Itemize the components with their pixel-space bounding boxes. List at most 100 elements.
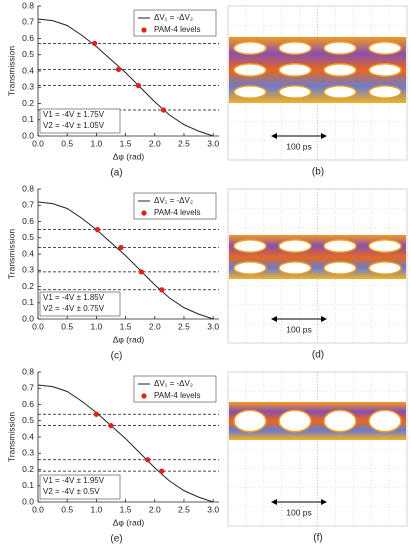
eye-opening xyxy=(278,63,312,77)
x-tick-label: 1.0 xyxy=(90,138,102,148)
annotation-box xyxy=(39,108,121,134)
panel-label: (c) xyxy=(111,351,123,362)
y-axis-label: Transmission xyxy=(6,46,16,96)
annotation: V1 = -4V ± 1.85V xyxy=(43,293,105,302)
x-tick-label: 3.0 xyxy=(207,321,219,331)
x-tick-label: 1.0 xyxy=(90,321,102,331)
annotation: V2 = -4V ± 0.5V xyxy=(43,487,100,496)
y-tick-label: 0.5 xyxy=(22,415,34,425)
y-tick-label: 0.4 xyxy=(22,248,34,258)
y-tick-label: 0.4 xyxy=(22,431,34,441)
eye-opening xyxy=(233,63,267,77)
eye-opening xyxy=(278,239,312,253)
eye-opening xyxy=(323,41,357,55)
level-point xyxy=(92,40,98,46)
level-point xyxy=(94,227,101,233)
x-tick-label: 0.0 xyxy=(32,504,44,514)
y-tick-label: 0.7 xyxy=(22,383,34,393)
curve xyxy=(37,201,214,320)
eye-diagram: 100 ps (b) xyxy=(227,5,408,178)
level-point xyxy=(115,66,122,72)
scale-label: 100 ps xyxy=(286,507,312,517)
panel-label: (d) xyxy=(312,350,324,361)
panel-label: (b) xyxy=(312,167,324,178)
y-tick-label: 0.5 xyxy=(22,49,34,59)
eye-opening xyxy=(233,409,267,433)
scale-label: 100 ps xyxy=(286,141,312,151)
level-point xyxy=(108,423,114,429)
legend-label: ΔV₁ = -ΔV₂ xyxy=(154,379,193,388)
y-tick-label: 0.3 xyxy=(22,265,34,275)
x-tick-label: 2.0 xyxy=(149,138,161,148)
y-tick-label: 0.0 xyxy=(22,313,34,323)
eye-diagram: 100 ps (f) xyxy=(227,371,408,544)
y-tick-label: 0.2 xyxy=(22,98,34,108)
y-axis-label: Transmission xyxy=(6,229,16,279)
x-tick-label: 1.5 xyxy=(120,321,132,331)
y-tick-label: 0.7 xyxy=(22,17,34,27)
legend-dot xyxy=(141,27,147,33)
x-tick-label: 1.5 xyxy=(120,504,132,514)
y-tick-label: 0.0 xyxy=(22,496,34,506)
legend-label: PAM-4 levels xyxy=(154,391,201,400)
level-point xyxy=(118,244,124,251)
x-tick-label: 2.0 xyxy=(149,321,161,331)
y-tick-label: 0.6 xyxy=(22,399,34,409)
x-tick-label: 2.5 xyxy=(178,504,190,514)
annotation: V1 = -4V ± 1.95V xyxy=(43,476,105,485)
scale-label: 100 ps xyxy=(286,324,312,334)
annotation: V2 = -4V ± 0.75V xyxy=(43,304,105,313)
panel-label: (a) xyxy=(110,168,122,179)
eye-opening xyxy=(233,41,267,55)
x-tick-label: 0.5 xyxy=(61,138,73,148)
annotation: V2 = -4V ± 1.05V xyxy=(43,121,105,130)
legend-label: ΔV₁ = -ΔV₂ xyxy=(154,13,193,22)
eye-opening xyxy=(368,239,402,253)
legend-label: ΔV₁ = -ΔV₂ xyxy=(154,196,193,205)
y-tick-label: 0.1 xyxy=(22,114,34,124)
annotation-box xyxy=(39,474,121,500)
level-point xyxy=(138,269,144,275)
eye-opening xyxy=(278,261,312,275)
eye-opening xyxy=(323,239,357,253)
y-tick-label: 0.1 xyxy=(22,480,34,490)
eye-opening xyxy=(233,261,267,275)
eye-opening xyxy=(368,63,402,77)
curve xyxy=(37,18,214,137)
y-tick-label: 0.2 xyxy=(22,464,34,474)
annotation-box xyxy=(39,291,121,317)
level-point xyxy=(159,287,165,293)
eye-opening xyxy=(368,409,402,433)
x-axis-label: Δφ (rad) xyxy=(113,517,145,527)
level-point xyxy=(145,457,151,463)
y-tick-label: 0.0 xyxy=(22,130,34,140)
x-tick-label: 0.0 xyxy=(32,321,44,331)
y-axis-label: Transmission xyxy=(6,412,16,462)
y-tick-label: 0.6 xyxy=(22,216,34,226)
x-tick-label: 3.0 xyxy=(207,138,219,148)
eye-frame xyxy=(227,371,408,527)
eye-opening xyxy=(278,41,312,55)
eye-opening xyxy=(368,41,402,55)
legend-box xyxy=(133,192,217,220)
x-tick-label: 2.0 xyxy=(149,504,161,514)
x-tick-label: 1.5 xyxy=(120,138,132,148)
eye-opening xyxy=(368,261,402,275)
x-axis-label: Δφ (rad) xyxy=(113,151,145,161)
x-tick-label: 0.5 xyxy=(61,321,73,331)
legend-label: PAM-4 levels xyxy=(154,208,201,217)
level-point xyxy=(93,411,99,417)
legend-dot xyxy=(141,210,147,216)
eye-opening xyxy=(368,85,402,99)
legend-dot xyxy=(141,393,147,399)
level-point xyxy=(160,107,167,113)
eye-opening xyxy=(278,85,312,99)
y-tick-label: 0.8 xyxy=(22,183,34,193)
x-tick-label: 0.5 xyxy=(61,504,73,514)
legend-box xyxy=(133,9,217,37)
y-tick-label: 0.8 xyxy=(22,366,34,376)
eye-opening xyxy=(323,63,357,77)
panel-label: (f) xyxy=(313,533,322,544)
eye-opening xyxy=(278,409,312,433)
